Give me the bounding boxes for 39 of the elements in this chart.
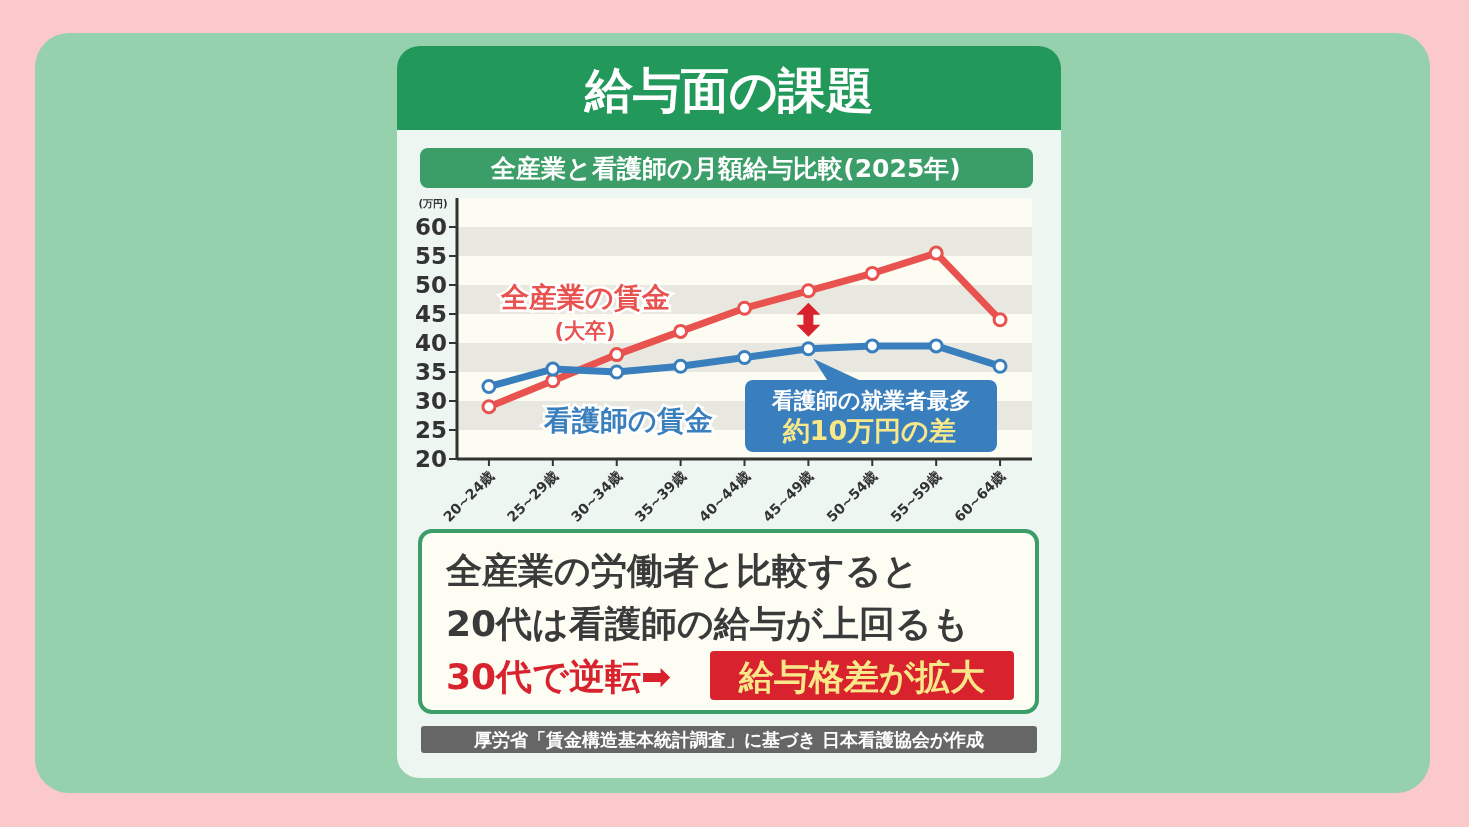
chart-subtitle: 全産業と看護師の月額給与比較(2025年) [490, 154, 961, 183]
point [992, 312, 1008, 328]
text: 20代は看護師の給与が上回るも [446, 603, 970, 644]
point [545, 361, 561, 377]
point [737, 350, 752, 365]
point [800, 283, 816, 299]
point [673, 323, 689, 339]
annotation: 約10万円の差 [781, 414, 957, 446]
annotation: 看護師の就業者最多 [770, 388, 971, 413]
text: 厚労省「賃金構造基本統計調査」に基づき 日本看護協会が作成 [472, 729, 985, 750]
point [609, 347, 625, 363]
point [864, 265, 880, 281]
text: 給与格差が拡大 [738, 657, 985, 697]
point [545, 373, 561, 389]
point [481, 379, 497, 394]
text: 全産業の労働者と比較すると [445, 550, 919, 591]
point [992, 358, 1008, 374]
point [864, 338, 880, 354]
y-tick-label: 60 [414, 214, 447, 240]
y-tick-label: 40 [414, 330, 447, 356]
chart-title: 給与面の課題 [582, 62, 874, 118]
y-tick-label: 50 [414, 272, 447, 298]
y-tick-label: 45 [414, 301, 447, 327]
point [609, 364, 625, 380]
point [800, 341, 816, 357]
y-tick-label: 25 [414, 417, 447, 443]
y-tick-label: 30 [414, 388, 447, 414]
series-label: 看護師の賃金 [542, 404, 713, 437]
y-tick-label: 35 [414, 359, 447, 385]
point [928, 245, 944, 261]
series-label: 全産業の賃金 (大卒) [499, 281, 670, 343]
text: 30代で逆転➡ [446, 656, 672, 697]
point [481, 399, 497, 415]
y-tick-label: 20 [414, 446, 447, 472]
point [673, 358, 689, 374]
point [737, 300, 752, 316]
y-tick-label: 55 [414, 243, 447, 269]
point [928, 338, 944, 354]
y-axis-title: (万円) [418, 198, 448, 209]
